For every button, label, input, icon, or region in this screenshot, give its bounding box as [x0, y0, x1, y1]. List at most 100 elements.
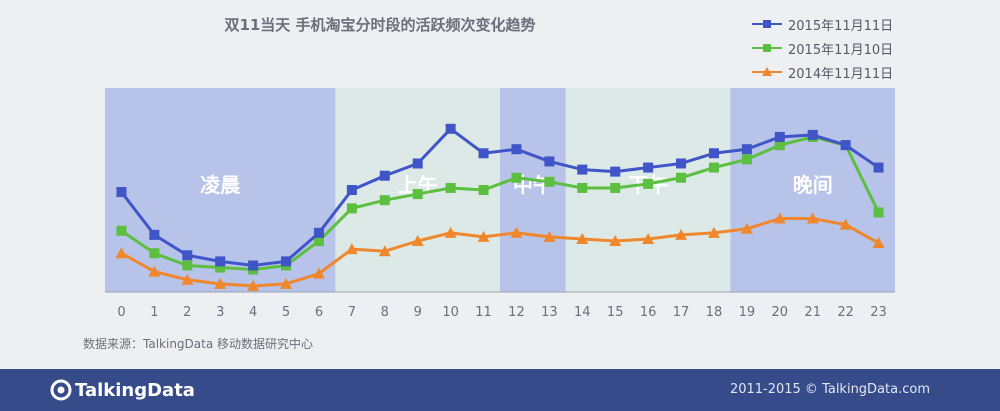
data-point-1: [412, 189, 423, 200]
data-point-2: [576, 232, 589, 244]
data-point-2: [280, 277, 293, 289]
talkingdata-logo-icon: [50, 379, 72, 401]
legend-label: 2014年11月11日: [788, 66, 894, 82]
brand-name: TalkingData: [75, 379, 195, 401]
data-point-0: [149, 229, 160, 240]
brand-logo: TalkingData: [50, 379, 195, 401]
legend-item-2014-11-11: 2014年11月11日: [752, 60, 893, 84]
x-tick-label: 23: [870, 305, 887, 320]
x-tick-label: 12: [508, 305, 525, 320]
x-tick-label: 10: [442, 305, 459, 320]
x-tick-label: 2: [183, 305, 191, 320]
period-band-3: [565, 88, 731, 292]
data-point-2: [806, 212, 819, 224]
data-point-0: [643, 162, 654, 173]
x-tick-label: 11: [475, 305, 492, 320]
data-point-1: [478, 185, 489, 195]
series-line-2: [120, 217, 880, 288]
data-point-1: [215, 262, 226, 273]
data-point-0: [478, 148, 489, 159]
x-tick-label: 9: [414, 305, 422, 320]
legend-marker-square-icon: [752, 17, 782, 31]
data-point-0: [774, 131, 785, 142]
footer-bar: TalkingData 2011-2015 © TalkingData.com: [0, 369, 1000, 411]
legend-item-2015-11-10: 2015年11月10日: [752, 36, 893, 60]
data-point-2: [609, 235, 622, 246]
data-point-1: [313, 236, 324, 246]
data-point-1: [182, 260, 193, 271]
legend-marker-square-icon: [752, 41, 782, 55]
series-line-0: [120, 127, 880, 267]
data-point-2: [444, 226, 457, 238]
data-point-2: [740, 222, 753, 234]
legend-item-2015-11-11: 2015年11月11日: [752, 12, 893, 36]
data-point-1: [774, 140, 785, 151]
data-point-2: [115, 247, 128, 259]
data-point-2: [675, 228, 688, 240]
data-point-2: [477, 230, 490, 242]
x-tick-label: 5: [282, 305, 290, 320]
data-point-0: [577, 164, 588, 175]
data-point-0: [544, 156, 555, 167]
data-point-1: [610, 182, 621, 193]
data-point-2: [312, 267, 325, 279]
x-tick-label: 14: [574, 305, 591, 320]
chart-legend: 2015年11月11日 2015年11月10日 2014年11月11日: [752, 12, 893, 84]
data-point-1: [149, 248, 160, 259]
legend-label: 2015年11月11日: [788, 18, 894, 34]
data-point-0: [379, 170, 390, 181]
x-tick-label: 13: [541, 305, 558, 320]
data-point-2: [181, 273, 194, 285]
data-point-1: [643, 178, 654, 189]
data-point-1: [346, 203, 357, 214]
data-point-0: [346, 185, 357, 195]
data-point-2: [411, 235, 424, 246]
series-line-1: [120, 135, 880, 272]
data-point-1: [577, 182, 588, 193]
x-tick-label: 21: [804, 305, 821, 320]
data-point-0: [248, 260, 259, 271]
x-tick-label: 1: [150, 305, 158, 320]
x-tick-label: 20: [772, 305, 789, 320]
copyright-text: 2011-2015 © TalkingData.com: [729, 382, 930, 397]
data-point-2: [872, 237, 885, 249]
data-point-0: [807, 129, 818, 140]
period-label-0: 凌晨: [200, 173, 241, 197]
data-point-1: [116, 225, 127, 236]
data-point-2: [707, 226, 720, 238]
data-point-0: [281, 256, 292, 267]
x-tick-label: 18: [706, 305, 723, 320]
legend-marker-triangle-icon: [752, 65, 782, 79]
x-tick-label: 4: [249, 305, 257, 320]
data-point-1: [544, 176, 555, 187]
line-chart: 凌晨上午中午下午晚间012345678910111213141516171819…: [105, 88, 895, 320]
x-tick-label: 8: [381, 305, 389, 320]
data-point-2: [773, 212, 786, 224]
period-label-4: 晚间: [793, 173, 833, 197]
legend-label: 2015年11月10日: [788, 42, 894, 58]
x-tick-label: 6: [315, 305, 323, 320]
period-band-2: [500, 88, 566, 292]
data-point-0: [182, 250, 193, 261]
data-point-0: [313, 227, 324, 238]
data-point-0: [873, 162, 884, 173]
data-point-1: [379, 195, 390, 206]
x-tick-label: 19: [739, 305, 756, 320]
data-point-1: [676, 172, 687, 183]
x-tick-label: 17: [673, 305, 690, 320]
data-point-0: [741, 144, 752, 155]
data-point-1: [741, 154, 752, 165]
data-point-2: [642, 232, 655, 244]
chart-title: 双11当天 手机淘宝分时段的活跃频次变化趋势: [224, 16, 536, 34]
data-point-2: [510, 226, 523, 238]
data-point-1: [873, 207, 884, 218]
data-point-2: [148, 265, 161, 277]
data-point-2: [839, 218, 852, 230]
data-point-0: [445, 123, 456, 134]
data-point-2: [345, 243, 358, 255]
x-tick-label: 22: [837, 305, 854, 320]
data-point-0: [511, 144, 522, 155]
data-source-note: 数据来源：TalkingData 移动数据研究中心: [83, 337, 314, 351]
data-point-0: [708, 148, 719, 159]
data-point-0: [116, 187, 127, 198]
